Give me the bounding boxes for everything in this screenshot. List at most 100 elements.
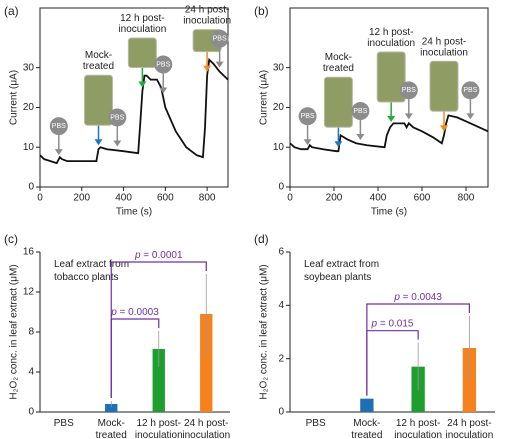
panel-label: (c) — [4, 232, 18, 246]
event-arrowhead — [159, 87, 168, 94]
y-tick-label: 6 — [278, 247, 284, 258]
tube-photo — [127, 37, 157, 69]
panel-note: Leaf extract from soybean plants — [304, 259, 382, 283]
event-label: Mock-treated — [83, 50, 114, 72]
x-tick-label: 12 h post-inoculation — [394, 418, 442, 439]
event-arrowhead — [94, 139, 103, 146]
p-value: p = 0.0003 — [110, 307, 159, 318]
plot-frame — [289, 7, 489, 188]
y-tick-label: 0 — [28, 182, 34, 193]
event-arrowhead — [334, 141, 343, 148]
y-tick-label: 10 — [273, 142, 285, 153]
p-value: p = 0.0001 — [134, 250, 183, 261]
pbs-badge — [351, 102, 370, 121]
y-tick-label: 20 — [273, 102, 285, 113]
plot-frame — [39, 7, 229, 188]
y-tick-label: 0 — [278, 407, 284, 418]
event-label: 24 h post-inoculation — [183, 4, 231, 26]
significance-bracket — [110, 318, 160, 398]
event-label: PBS — [353, 108, 367, 115]
panel-label: (d) — [254, 232, 269, 246]
x-tick-label: 600 — [414, 193, 431, 204]
x-tick-label: 12 h post-inoculation — [135, 418, 183, 439]
event-arrowhead — [440, 125, 448, 132]
x-tick-label: 24 h post-inoculation — [445, 418, 493, 439]
x-tick-label: Mock-treated — [351, 418, 382, 439]
event-label: 12 h post-inoculation — [367, 27, 415, 49]
y-tick-label: 16 — [23, 247, 35, 258]
x-tick-label: 400 — [370, 193, 387, 204]
event-label: PBS — [463, 87, 477, 94]
pbs-badge — [49, 117, 68, 136]
panel-label: (a) — [4, 4, 19, 18]
event-label: 12 h post-inoculation — [118, 13, 166, 35]
event-arrowhead — [303, 139, 312, 146]
significance-bracket — [110, 261, 207, 398]
event-label: PBS — [301, 113, 315, 120]
event-arrowhead — [203, 65, 212, 72]
x-tick-label: 800 — [199, 193, 216, 204]
y-tick-label: 8 — [28, 327, 34, 338]
bar — [105, 404, 118, 412]
x-tick-label: 0 — [37, 193, 43, 204]
y-tick-label: 0 — [278, 182, 284, 193]
event-arrowhead — [113, 140, 122, 147]
x-axis-label: Time (s) — [371, 207, 407, 218]
current-trace — [289, 114, 489, 153]
x-tick-label: 400 — [115, 193, 132, 204]
x-tick-label: PBS — [306, 418, 326, 429]
event-label: 24 h post-inoculation — [420, 36, 468, 58]
y-tick-label: 20 — [23, 102, 35, 113]
event-label: PBS — [110, 114, 124, 121]
p-value: p = 0.015 — [371, 318, 414, 329]
event-label: PBS — [156, 61, 170, 68]
y-tick-label: 30 — [273, 62, 285, 73]
y-tick-label: 4 — [28, 367, 34, 378]
panel-note: Leaf extract from tobacco plants — [54, 259, 132, 283]
x-tick-label: 200 — [326, 193, 343, 204]
pbs-badge — [298, 107, 317, 126]
event-arrowhead — [356, 134, 365, 141]
pbs-badge — [108, 108, 127, 127]
event-arrowhead — [387, 116, 396, 123]
panel-label: (b) — [254, 4, 269, 18]
event-label: PBS — [52, 123, 66, 130]
y-tick-label: 2 — [278, 353, 284, 364]
event-label: PBS — [213, 35, 227, 42]
pbs-badge — [154, 55, 173, 74]
x-tick-label: Mock-treated — [96, 418, 127, 439]
x-tick-label: 0 — [287, 193, 293, 204]
y-tick-label: 0 — [28, 407, 34, 418]
pbs-badge — [210, 29, 229, 48]
x-tick-label: PBS — [54, 418, 74, 429]
tube-photo — [376, 51, 406, 103]
event-arrowhead — [54, 149, 63, 156]
x-tick-label: 24 h post-inoculation — [182, 418, 230, 439]
event-arrowhead — [466, 113, 475, 120]
significance-bracket — [366, 303, 470, 396]
event-label: PBS — [402, 87, 416, 94]
y-axis-label: H₂O₂ conc. in leaf extract (μM) — [9, 264, 20, 399]
event-arrowhead — [138, 81, 147, 88]
y-axis-label: Current (μA) — [259, 70, 270, 125]
tube-photo — [429, 60, 459, 112]
event-arrowhead — [215, 61, 224, 68]
x-axis-label: Time (s) — [116, 207, 152, 218]
y-tick-label: 30 — [23, 62, 35, 73]
event-arrowhead — [404, 113, 413, 120]
x-tick-label: 200 — [73, 193, 90, 204]
bar — [360, 398, 374, 412]
current-trace — [39, 57, 229, 165]
y-tick-label: 10 — [23, 142, 35, 153]
bar — [152, 349, 165, 412]
pbs-badge — [461, 81, 480, 100]
x-tick-label: 800 — [458, 193, 475, 204]
y-tick-label: 4 — [278, 300, 284, 311]
p-value: p = 0.0043 — [393, 292, 442, 303]
event-label: Mock-treated — [323, 52, 354, 74]
pbs-badge — [399, 81, 418, 100]
significance-bracket — [366, 330, 419, 396]
x-tick-label: 600 — [157, 193, 174, 204]
tube-photo — [323, 76, 353, 128]
